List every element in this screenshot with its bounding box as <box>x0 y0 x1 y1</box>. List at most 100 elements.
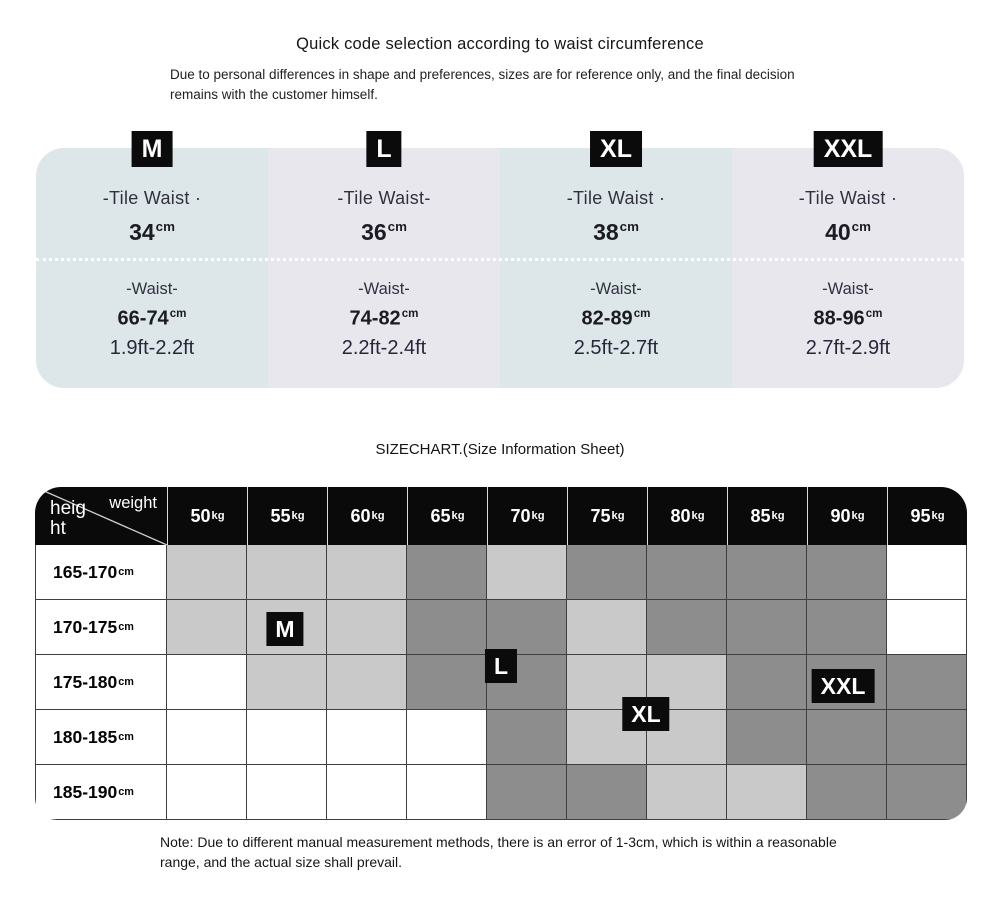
row-label-185-190: 185-190 cm <box>35 765 167 820</box>
unit-superscript: cm <box>118 621 134 633</box>
waist-cm-value: 74-82cm <box>349 307 419 330</box>
table-cell-165-170-60 <box>327 545 407 600</box>
dotted-divider <box>36 258 964 261</box>
unit-superscript: cm <box>118 786 134 798</box>
unit-superscript: kg <box>531 510 545 522</box>
unit-superscript: kg <box>771 510 785 522</box>
waist-label: -Waist- <box>358 280 410 298</box>
table-row-180-185: 180-185 cm <box>35 710 967 765</box>
table-cell-180-185-55 <box>247 710 327 765</box>
table-size-badge-m: M <box>266 612 304 646</box>
note-text: Note: Due to different manual measuremen… <box>160 834 837 870</box>
unit-superscript: cm <box>118 676 134 688</box>
table-cell-175-180-60 <box>327 655 407 710</box>
unit-superscript: cm <box>401 307 419 320</box>
row-label-165-170: 165-170 cm <box>35 545 167 600</box>
unit-superscript: cm <box>118 566 134 578</box>
size-badge-m: M <box>131 131 173 167</box>
table-cell-170-175-85 <box>727 600 807 655</box>
table-cell-185-190-80 <box>647 765 727 820</box>
tile-waist-value: 34cm <box>129 219 175 245</box>
weight-header-55kg: 55 kg <box>247 487 327 545</box>
table-cell-180-185-50 <box>167 710 247 765</box>
table-cell-180-185-95 <box>887 710 967 765</box>
tile-waist-value: 36cm <box>361 219 407 245</box>
waist-cm-value: 82-89cm <box>581 307 651 330</box>
table-cell-165-170-70 <box>487 545 567 600</box>
tile-waist-section: -Tile Waist · 34cm <box>36 148 268 260</box>
table-cell-180-185-60 <box>327 710 407 765</box>
unit-superscript: kg <box>611 510 625 522</box>
table-cell-165-170-90 <box>807 545 887 600</box>
table-cell-185-190-70 <box>487 765 567 820</box>
table-cell-170-175-75 <box>567 600 647 655</box>
table-row-165-170: 165-170 cm <box>35 545 967 600</box>
waist-section: -Waist- 74-82cm 2.2ft-2.4ft <box>268 260 500 388</box>
unit-superscript: kg <box>691 510 705 522</box>
table-cell-170-175-60 <box>327 600 407 655</box>
table-cell-165-170-50 <box>167 545 247 600</box>
weight-header-80kg: 80 kg <box>647 487 727 545</box>
table-cell-175-180-50 <box>167 655 247 710</box>
corner-cell: weight heig ht <box>35 487 167 545</box>
table-cell-180-185-65 <box>407 710 487 765</box>
waist-cm-value: 88-96cm <box>813 307 883 330</box>
waist-ft-value: 2.7ft-2.9ft <box>805 336 891 359</box>
waist-section: -Waist- 66-74cm 1.9ft-2.2ft <box>36 260 268 388</box>
table-cell-170-175-50 <box>167 600 247 655</box>
table-cell-170-175-70 <box>487 600 567 655</box>
weight-header-65kg: 65 kg <box>407 487 487 545</box>
row-label-180-185: 180-185 cm <box>35 710 167 765</box>
waist-ft-value: 2.2ft-2.4ft <box>341 336 427 359</box>
table-cell-185-190-55 <box>247 765 327 820</box>
unit-superscript: cm <box>865 307 883 320</box>
unit-superscript: kg <box>371 510 385 522</box>
table-cell-185-190-75 <box>567 765 647 820</box>
table-cell-185-190-90 <box>807 765 887 820</box>
waist-ft-value: 2.5ft-2.7ft <box>573 336 659 359</box>
table-cell-175-180-55 <box>247 655 327 710</box>
unit-superscript: kg <box>291 510 305 522</box>
waist-size-panel: M -Tile Waist · 34cm -Waist- 66-74cm 1.9ft-2.… <box>36 131 964 388</box>
row-label-175-180: 175-180 cm <box>35 655 167 710</box>
table-cell-175-180-65 <box>407 655 487 710</box>
unit-superscript: cm <box>169 307 187 320</box>
waist-label: -Waist- <box>590 280 642 298</box>
tile-waist-value: 38cm <box>593 219 639 245</box>
size-card-xl: XL -Tile Waist · 38cm -Waist- 82-89cm 2.5ft-2… <box>500 131 732 388</box>
size-badge-xxl: XXL <box>813 131 883 167</box>
weight-header-95kg: 95 kg <box>887 487 967 545</box>
unit-superscript: kg <box>931 510 945 522</box>
tile-waist-label: -Tile Waist · <box>566 188 666 208</box>
table-cell-170-175-90 <box>807 600 887 655</box>
tile-waist-section: -Tile Waist · 38cm <box>500 148 732 260</box>
table-cell-165-170-65 <box>407 545 487 600</box>
table-row-170-175: 170-175 cm <box>35 600 967 655</box>
table-cell-185-190-95 <box>887 765 967 820</box>
table-cell-185-190-65 <box>407 765 487 820</box>
unit-superscript: cm <box>633 307 651 320</box>
table-cell-165-170-80 <box>647 545 727 600</box>
table-cell-175-180-85 <box>727 655 807 710</box>
sizechart-heading: SIZECHART.(Size Information Sheet) <box>375 441 625 458</box>
waist-label: -Waist- <box>126 280 178 298</box>
table-size-badge-xxl: XXL <box>811 669 875 703</box>
table-cell-185-190-60 <box>327 765 407 820</box>
table-cell-165-170-75 <box>567 545 647 600</box>
table-cell-175-180-95 <box>887 655 967 710</box>
tile-waist-value: 40cm <box>825 219 871 245</box>
table-cell-185-190-85 <box>727 765 807 820</box>
unit-superscript: cm <box>851 219 871 235</box>
page-subtitle: Due to personal differences in shape and… <box>170 67 795 102</box>
weight-header-85kg: 85 kg <box>727 487 807 545</box>
table-cell-165-170-85 <box>727 545 807 600</box>
weight-header-75kg: 75 kg <box>567 487 647 545</box>
size-card-m: M -Tile Waist · 34cm -Waist- 66-74cm 1.9ft-2.… <box>36 131 268 388</box>
tile-waist-section: -Tile Waist- 36cm <box>268 148 500 260</box>
table-row-185-190: 185-190 cm <box>35 765 967 820</box>
table-cell-170-175-95 <box>887 600 967 655</box>
waist-ft-value: 1.9ft-2.2ft <box>109 336 195 359</box>
table-cell-165-170-55 <box>247 545 327 600</box>
weight-header-70kg: 70 kg <box>487 487 567 545</box>
